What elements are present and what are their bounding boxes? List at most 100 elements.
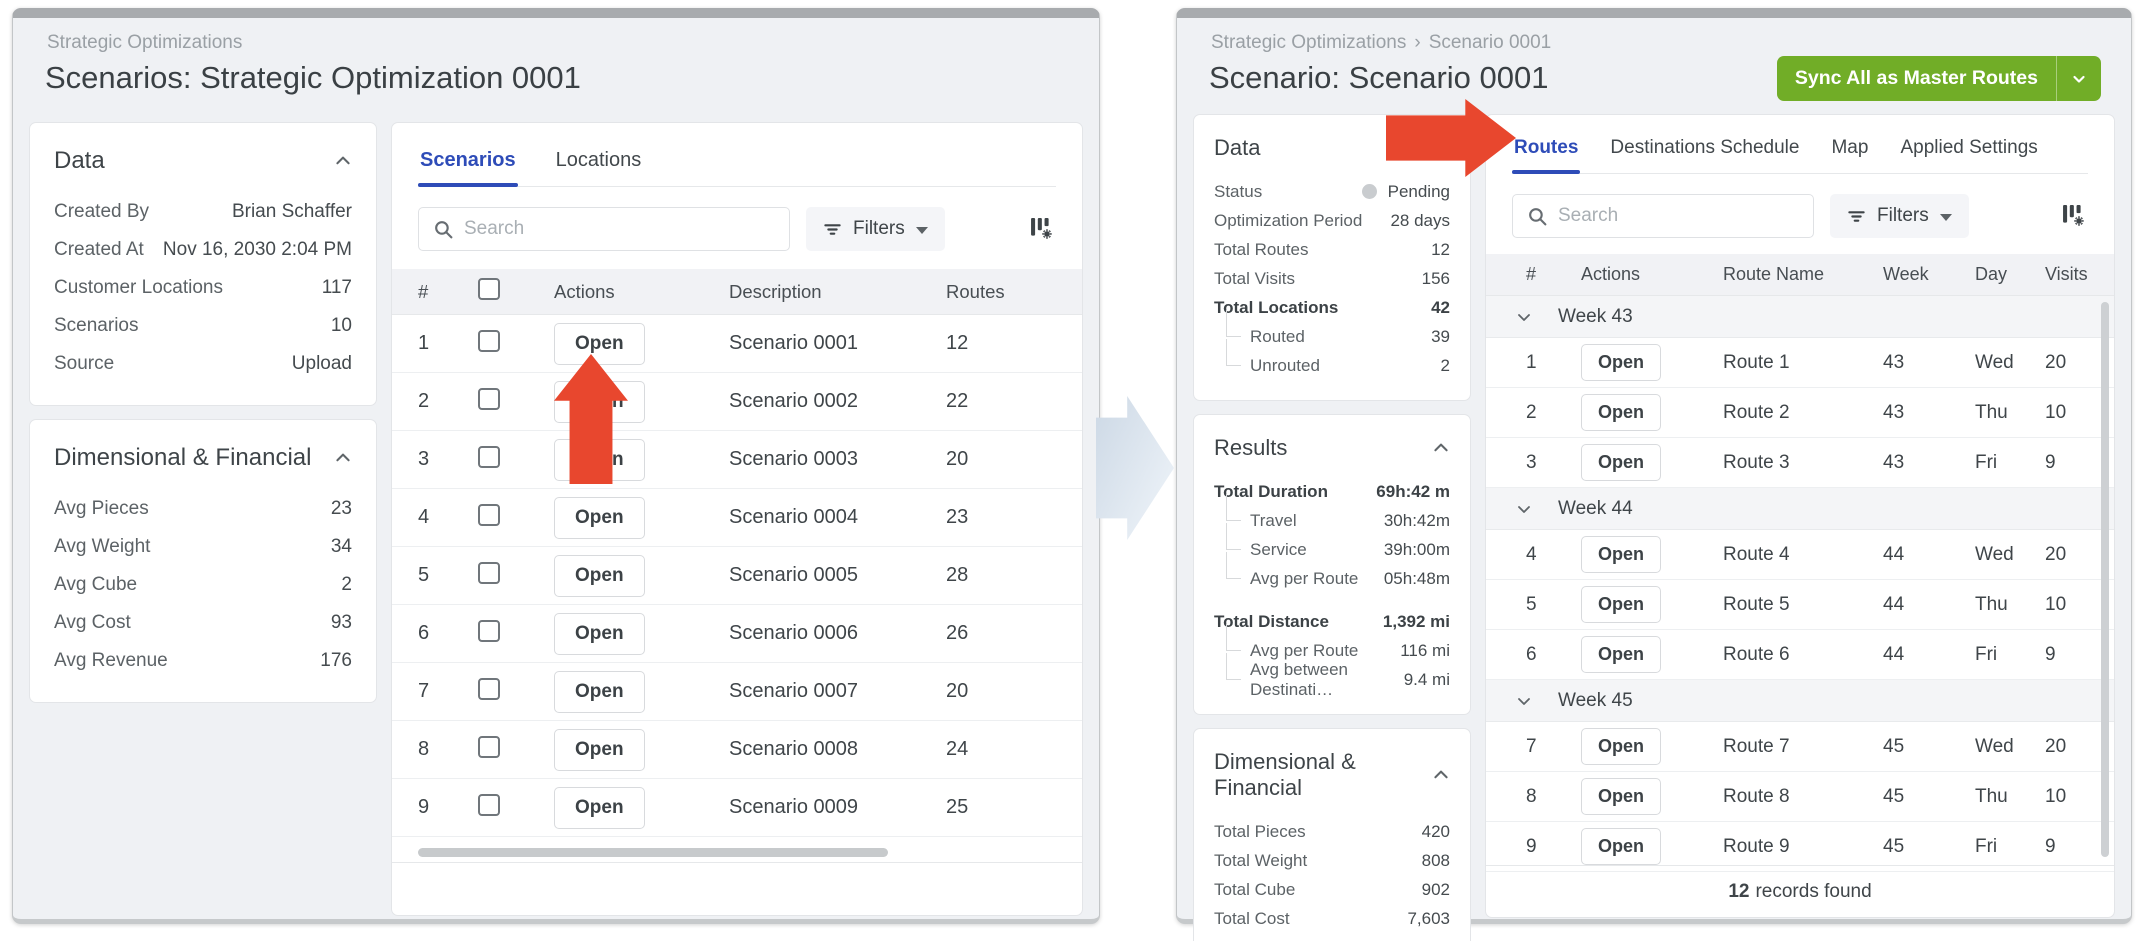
breadcrumb[interactable]: Strategic Optimizations: [47, 32, 243, 53]
table-row: 7 Open Scenario 0007 20: [392, 663, 1082, 721]
card-title: Data: [54, 147, 105, 174]
collapse-chevron-icon[interactable]: [334, 449, 352, 467]
search-input[interactable]: [1548, 195, 1813, 237]
row-checkbox[interactable]: [478, 503, 500, 526]
chevron-down-icon: [1518, 505, 1530, 513]
open-button[interactable]: Open: [554, 728, 645, 771]
data-row: Service 39h:00m: [1214, 523, 1450, 564]
routes-count: 20: [946, 448, 969, 470]
collapse-chevron-icon[interactable]: [1432, 766, 1450, 784]
right-sidebar: Data Status Pending Optimization Period 28…: [1193, 114, 1471, 941]
tab-map[interactable]: Map: [1831, 137, 1869, 158]
open-button[interactable]: Open: [554, 612, 645, 655]
open-button[interactable]: Open: [554, 496, 645, 539]
horizontal-scrollbar[interactable]: [418, 848, 888, 857]
collapse-chevron-icon[interactable]: [1432, 439, 1450, 457]
table-row: 9 Open Route 9 45 Fri 9: [1486, 822, 2114, 872]
breadcrumb-link[interactable]: Strategic Optimizations: [1211, 32, 1407, 53]
column-settings-button[interactable]: [2057, 199, 2088, 233]
chevron-down-icon: [2073, 75, 2085, 83]
route-name: Route 4: [1723, 543, 1790, 565]
table-row: 9 Open Scenario 0009 25: [392, 779, 1082, 837]
tab-destinations-schedule[interactable]: Destinations Schedule: [1610, 137, 1800, 158]
tab-routes[interactable]: Routes: [1512, 129, 1581, 174]
sync-all-button[interactable]: Sync All as Master Routes: [1794, 67, 2038, 89]
dimensional-financial-card: Dimensional & Financial Avg Pieces 23 Avg…: [29, 419, 377, 703]
row-checkbox[interactable]: [478, 329, 500, 352]
data-row: Total Locations 42: [1214, 297, 1450, 317]
week-group-header[interactable]: Week 43: [1486, 296, 2114, 338]
open-button[interactable]: Open: [1581, 828, 1662, 865]
open-button[interactable]: Open: [554, 786, 645, 829]
scenario-description: Scenario 0004: [729, 506, 858, 528]
search-input[interactable]: [454, 208, 789, 250]
select-all-checkbox[interactable]: [478, 278, 500, 300]
route-name: Route 7: [1723, 735, 1790, 757]
row-checkbox[interactable]: [478, 387, 500, 410]
data-row: Source Upload: [54, 353, 352, 374]
table-row: 4 Open Scenario 0004 23: [392, 489, 1082, 547]
vertical-scrollbar[interactable]: [2101, 302, 2109, 857]
routes-count: 28: [946, 564, 969, 586]
tab-applied-settings[interactable]: Applied Settings: [1900, 137, 2038, 158]
tab-scenarios[interactable]: Scenarios: [418, 141, 518, 187]
open-button[interactable]: Open: [554, 322, 645, 365]
week-group-header[interactable]: Week 45: [1486, 680, 2114, 722]
table-row: 8 Open Scenario 0008 24: [392, 721, 1082, 779]
open-button[interactable]: Open: [1581, 444, 1662, 481]
open-button[interactable]: Open: [1581, 728, 1662, 765]
table-row: 6 Open Scenario 0006 26: [392, 605, 1082, 663]
filter-icon: [1848, 210, 1865, 222]
results-card: Results Total Duration 69h:42 m Travel 30h…: [1193, 414, 1471, 715]
collapse-chevron-icon[interactable]: [334, 152, 352, 170]
data-row: Total Weight 808: [1214, 850, 1450, 870]
scenarios-list-window: Strategic Optimizations Scenarios: Strat…: [12, 8, 1100, 924]
row-checkbox[interactable]: [478, 561, 500, 584]
filters-button[interactable]: Filters: [1830, 194, 1969, 238]
open-button[interactable]: Open: [1581, 344, 1662, 381]
open-button[interactable]: Open: [1581, 778, 1662, 815]
page-title: Scenario: Scenario 0001: [1209, 60, 1549, 95]
tab-bar: Routes Destinations Schedule Map Applied…: [1512, 129, 2088, 174]
open-button[interactable]: Open: [1581, 586, 1662, 623]
routes-count: 20: [946, 680, 969, 702]
route-name: Route 1: [1723, 351, 1790, 373]
open-button[interactable]: Open: [554, 554, 645, 597]
filter-icon: [824, 223, 841, 235]
row-checkbox[interactable]: [478, 445, 500, 468]
row-checkbox[interactable]: [478, 619, 500, 642]
route-name: Route 8: [1723, 785, 1790, 807]
tab-locations[interactable]: Locations: [555, 149, 642, 171]
row-checkbox[interactable]: [478, 735, 500, 758]
sync-all-split-button: Sync All as Master Routes: [1776, 56, 2101, 101]
column-settings-button[interactable]: [1025, 212, 1056, 246]
scenarios-table: # Actions Description Routes 1 Open Scenar…: [392, 269, 1082, 837]
status-dot: [1361, 183, 1377, 199]
data-row: Avg Pieces 23: [54, 498, 352, 519]
data-row: Customer Locations 117: [54, 277, 352, 298]
open-button[interactable]: Open: [1581, 636, 1662, 673]
card-title: Dimensional & Financial: [1214, 749, 1356, 800]
table-header: # Actions Route Name Week Day Visits: [1486, 254, 2114, 296]
row-checkbox[interactable]: [478, 793, 500, 816]
route-name: Route 2: [1723, 401, 1790, 423]
breadcrumb-current[interactable]: Scenario 0001: [1428, 32, 1552, 53]
filters-button[interactable]: Filters: [806, 207, 945, 251]
week-group-header[interactable]: Week 44: [1486, 488, 2114, 530]
columns-gear-icon: [1031, 218, 1052, 239]
open-button[interactable]: Open: [1581, 536, 1662, 573]
table-row: 2 Open Route 2 43 Thu 10: [1486, 388, 2114, 438]
table-row: 7 Open Route 7 45 Wed 20: [1486, 722, 2114, 772]
open-button[interactable]: Open: [1581, 394, 1662, 431]
chevron-down-icon: [1518, 313, 1530, 321]
table-row: 5 Open Scenario 0005 28: [392, 547, 1082, 605]
routes-count: 23: [946, 506, 969, 528]
row-checkbox[interactable]: [478, 677, 500, 700]
scenario-description: Scenario 0009: [729, 796, 858, 818]
open-button[interactable]: Open: [554, 670, 645, 713]
sync-dropdown-button[interactable]: [2057, 56, 2101, 101]
table-row: 1 Open Route 1 43 Wed 20: [1486, 338, 2114, 388]
data-row: Scenarios 10: [54, 315, 352, 336]
